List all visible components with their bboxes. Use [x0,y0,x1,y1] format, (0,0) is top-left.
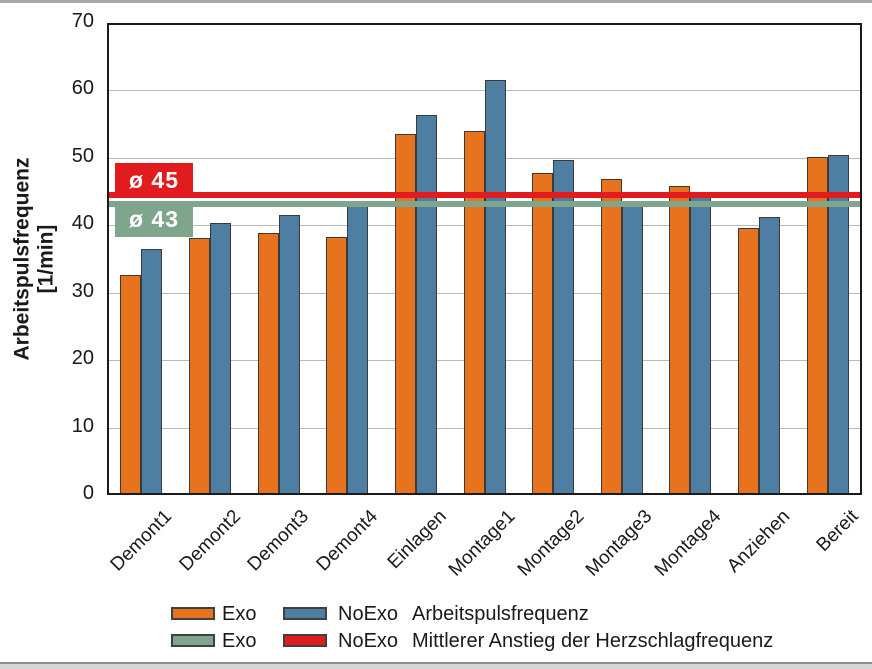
bar-noexo-montage1 [484,80,506,493]
bottom-rule [0,662,872,669]
x-label-demont4: Demont4 [312,506,383,576]
plot-area: ø 43 ø 45 [107,23,862,495]
y-tick-30: 30 [71,279,94,302]
bar-exo-demont4 [326,237,348,493]
legend-label-exo-1: Exo [222,603,257,625]
bar-exo-anziehen [738,228,760,493]
bar-noexo-montage3 [621,201,643,493]
legend-label-exo-2: Exo [222,630,257,652]
bar-exo-demont2 [188,238,210,493]
legend-row-1: Exo NoExo Arbeitspulsfrequenz [171,601,851,628]
y-tick-0: 0 [82,482,94,504]
y-tick-40: 40 [71,212,94,235]
bar-exo-montage4 [669,186,691,493]
bar-noexo-demont4 [347,202,369,493]
legend-label-noexo-2: NoExo [338,630,399,652]
bar-noexo-einlagen [415,115,437,493]
mean-label-45: ø 45 [115,162,193,198]
bar-noexo-montage2 [553,160,575,493]
legend-description-1: Arbeitspulsfrequenz [412,603,589,625]
y-tick-50: 50 [71,144,94,167]
x-label-demont1: Demont1 [106,506,177,576]
x-label-montage1: Montage1 [444,506,520,581]
x-label-einlagen: Einlagen [383,506,451,574]
legend: Exo NoExo Arbeitspulsfrequenz Exo NoExo Mittl… [171,601,851,655]
y-tick-60: 60 [71,77,94,100]
legend-swatch-exo-2 [171,634,215,647]
legend-swatch-exo-1 [171,607,215,620]
x-label-anziehen: Anziehen [723,506,794,577]
x-label-demont2: Demont2 [175,506,245,576]
bar-exo-montage3 [600,179,622,493]
mean-line-45 [109,191,860,198]
bar-exo-einlagen [394,134,416,493]
x-label-montage4: Montage4 [650,506,726,581]
bar-noexo-montage4 [690,195,712,493]
y-tick-20: 20 [71,347,94,370]
mean-line-43 [109,201,860,208]
top-rule [0,0,872,3]
bar-noexo-anziehen [759,217,781,493]
bar-exo-demont1 [120,275,142,493]
x-label-demont3: Demont3 [244,506,314,576]
bar-exo-demont3 [257,233,279,493]
y-axis-title-line2: [1/min] [35,224,58,294]
y-tick-70: 70 [71,10,94,32]
legend-swatch-noexo-1 [283,607,327,620]
legend-row-2: Exo NoExo Mittlerer Anstieg der Herzschlag… [171,628,851,655]
legend-swatch-noexo-2 [283,634,327,647]
y-axis-title-line1: Arbeitspulsfrequenz [11,157,34,361]
y-tick-10: 10 [71,414,94,437]
bar-noexo-demont3 [278,215,300,493]
bar-exo-montage1 [463,131,485,493]
bar-noexo-demont1 [141,249,163,493]
bar-exo-montage2 [532,173,554,493]
bar-noexo-bereit [827,155,849,493]
bar-noexo-demont2 [209,223,231,493]
y-axis-title: Arbeitspulsfrequenz [1/min] [11,157,59,360]
x-label-montage2: Montage2 [513,506,588,581]
x-label-montage3: Montage3 [582,506,657,581]
legend-label-noexo-1: NoExo [338,603,399,625]
x-label-bereit: Bereit [812,506,863,556]
bar-exo-bereit [806,157,828,493]
legend-description-2: Mittlerer Anstieg der Herzschlagfrequenz [412,630,774,652]
mean-label-43: ø 43 [115,201,193,238]
